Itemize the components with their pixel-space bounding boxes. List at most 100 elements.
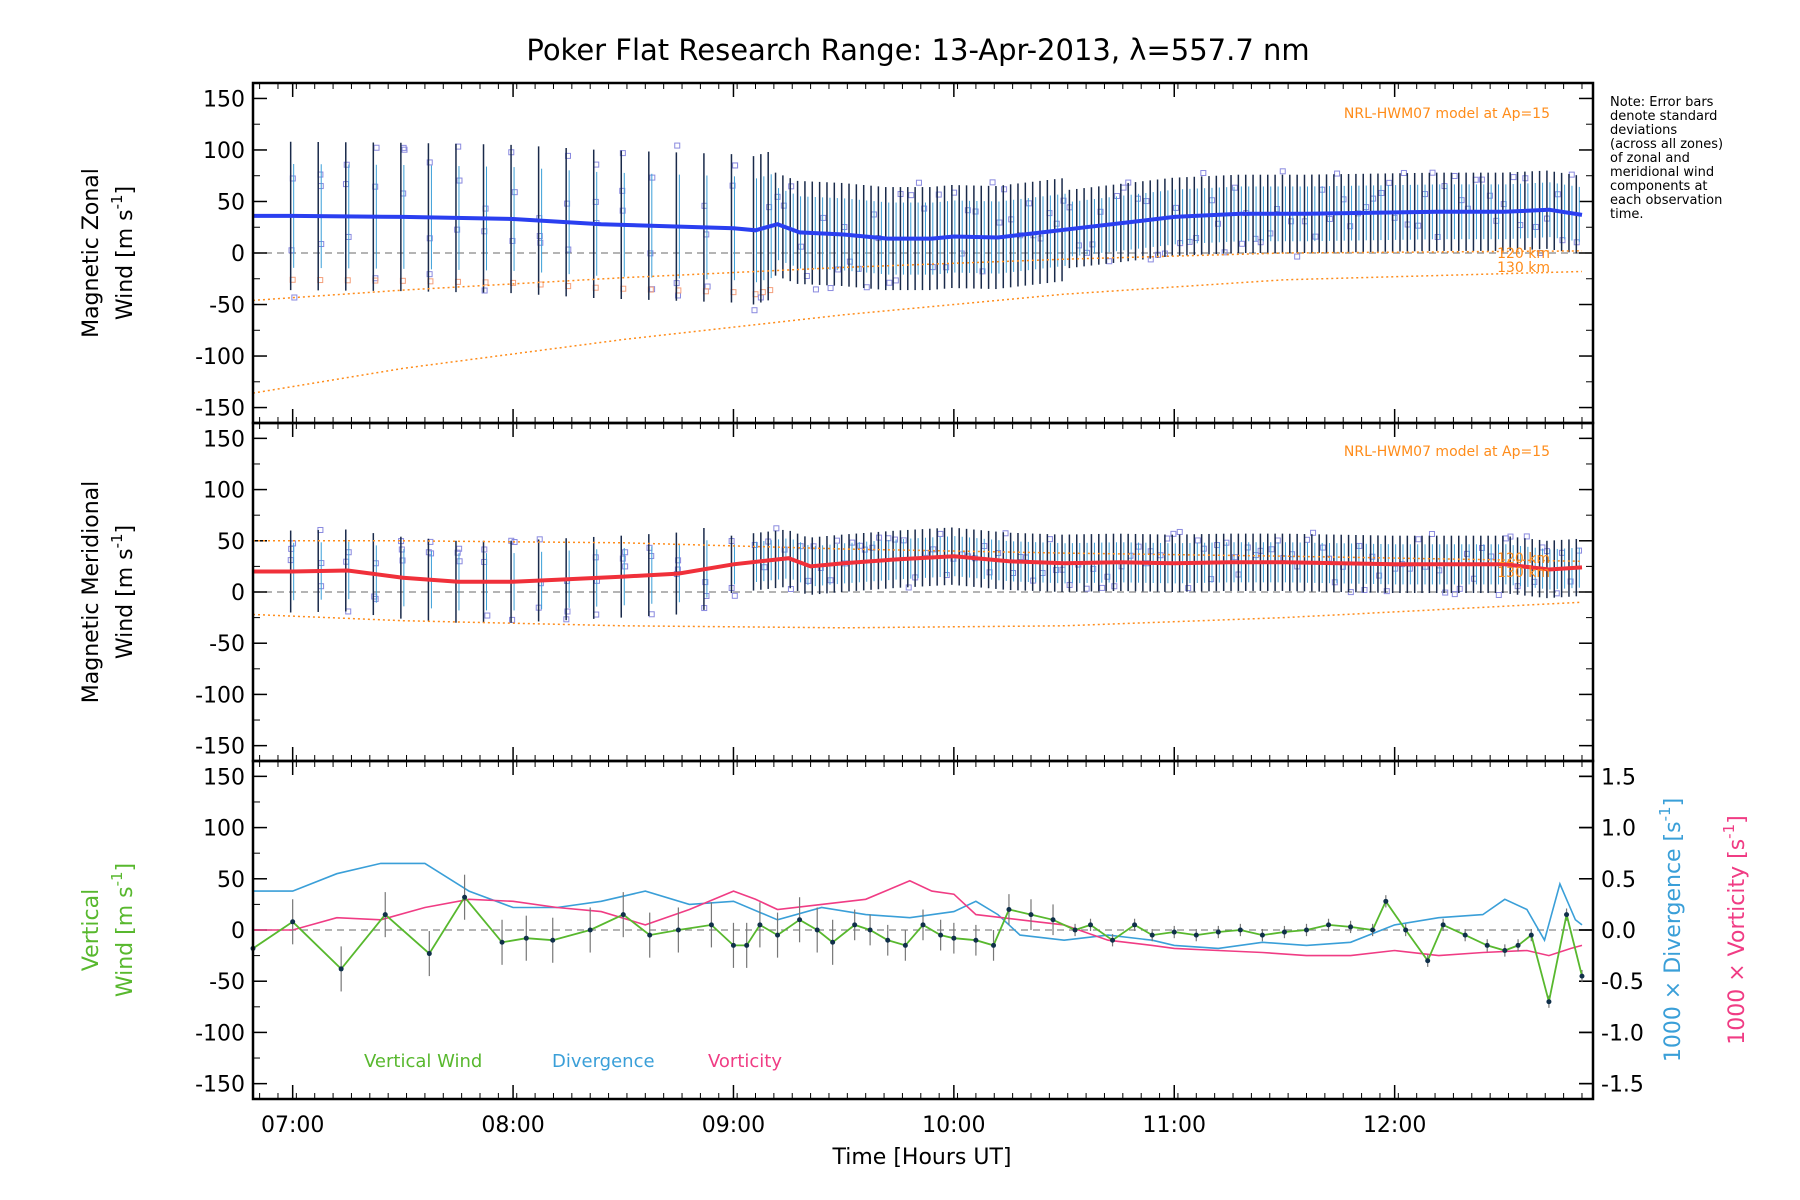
vertical-wind-point: [550, 937, 556, 943]
y-label-units: [m s: [113, 209, 138, 257]
zone-point: [1428, 530, 1435, 537]
y-label-word: Wind: [113, 265, 138, 320]
y-axis-title: Magnetic Zonal Wind [m s-1]: [79, 168, 138, 338]
y-tick-label: 50: [217, 190, 245, 215]
zone-point: [593, 611, 600, 618]
vertical-wind-point: [1028, 912, 1034, 918]
y-tick-label: -100: [195, 1021, 245, 1046]
zone-point: [798, 243, 805, 250]
zone-point: [1415, 536, 1422, 543]
zone-point: [761, 564, 768, 571]
zone-point: [619, 150, 626, 157]
zonal-wind-line: [253, 207, 1583, 241]
x-tick-label: 07:00: [261, 1113, 324, 1138]
y-tick-label: 50: [217, 530, 245, 555]
y-tick-label: 0: [231, 581, 245, 606]
zone-point: [1053, 567, 1060, 574]
zone-point: [986, 569, 993, 576]
vertical-wind-point: [499, 939, 505, 945]
vertical-wind-point: [1110, 937, 1116, 943]
zone-point: [509, 237, 516, 244]
zone-point: [675, 557, 682, 564]
y2-exp: -1: [1720, 824, 1738, 839]
model-level-label: 120 km: [1497, 246, 1550, 262]
zone-point: [1268, 546, 1275, 553]
zone-point: [886, 279, 893, 286]
vertical-wind-point: [775, 932, 781, 938]
zone-point: [619, 187, 626, 194]
zone-point: [511, 539, 518, 546]
zone-point: [426, 235, 433, 242]
note-line: (across all zones): [1610, 137, 1723, 152]
model-level-label: 120 km: [1497, 551, 1550, 567]
zone-point: [937, 530, 944, 537]
zone-point: [905, 584, 912, 591]
y-tick-label: 150: [203, 765, 245, 790]
note-line: Note: Error bars: [1610, 95, 1714, 110]
x-tick-label: 08:00: [481, 1113, 544, 1138]
zone-point: [1456, 585, 1463, 592]
zone-point: [857, 542, 864, 549]
zone-point: [1369, 553, 1376, 560]
y2-label: 1000 × Vorticity: [1725, 866, 1750, 1045]
vertical-wind-point: [620, 912, 626, 918]
vertical-wind-point: [1303, 927, 1309, 933]
zone-point: [1478, 176, 1485, 183]
y2-tick-label: 1.5: [1601, 765, 1636, 790]
zone-point: [1304, 536, 1311, 543]
zone-point: [1026, 200, 1033, 207]
y-tick-label: 150: [203, 427, 245, 452]
vertical-wind-point: [426, 951, 432, 957]
y-axis-title-line2: Wind [m s-1]: [108, 186, 138, 320]
note-line: time.: [1610, 207, 1644, 222]
zone-point: [456, 558, 463, 565]
y-axis-title: Vertical Wind [m s-1]: [79, 863, 138, 997]
y-axis-title-line2: Wind [m s-1]: [108, 863, 138, 997]
zone-point: [1046, 536, 1053, 543]
zone-point: [729, 182, 736, 189]
vertical-wind-point: [523, 935, 529, 941]
vertical-wind-point: [338, 966, 344, 972]
vertical-wind-point: [1502, 947, 1508, 953]
y-axis-title-line2: Wind [m s-1]: [108, 525, 138, 659]
note-line: components at: [1610, 179, 1708, 194]
zone-point: [291, 294, 298, 301]
y-tick-label: 100: [203, 139, 245, 164]
zone-point: [892, 277, 899, 284]
vertical-wind-point: [902, 942, 908, 948]
vertical-wind-point: [1579, 973, 1585, 979]
zone-point: [1001, 186, 1008, 193]
model-curve: [252, 270, 1583, 394]
model-label: NRL-HWM07 model at Ap=15: [1344, 444, 1550, 460]
zone-point: [1415, 222, 1422, 229]
vertical-wind-point: [1515, 942, 1521, 948]
zone-point: [1111, 583, 1118, 590]
vertical-wind-point: [1370, 927, 1376, 933]
y-tick-label: -50: [209, 970, 245, 995]
zone-point: [1479, 544, 1486, 551]
zone-point: [1442, 589, 1449, 596]
x-tick-label: 09:00: [702, 1113, 765, 1138]
zone-point: [1194, 537, 1201, 544]
vertical-wind-point: [1425, 958, 1431, 964]
panel-meridional: 150 100 50 0 -50 -100 -150 NRL-HWM07 model at …: [79, 421, 1595, 763]
zone-point: [1104, 573, 1111, 580]
model-level-label: 130 km: [1497, 565, 1550, 581]
zone-point: [317, 526, 324, 533]
zone-point: [481, 546, 488, 553]
vertical-wind-point: [1259, 932, 1265, 938]
zone-point: [732, 162, 739, 169]
y-tick-label: -100: [195, 345, 245, 370]
vertical-wind-point: [1462, 932, 1468, 938]
svg-text:1000 × Vorticity [s-1]: 1000 × Vorticity [s-1]: [1720, 815, 1750, 1044]
vertical-wind-line: [252, 895, 1583, 1002]
y-label-units: [m s: [113, 886, 138, 934]
y2-tick-label: -1.5: [1601, 1073, 1644, 1098]
zone-point: [908, 192, 915, 199]
zone-point: [1294, 253, 1301, 260]
zone-point: [1310, 529, 1317, 536]
vertical-wind-point: [1281, 929, 1287, 935]
vertical-wind-point: [938, 932, 944, 938]
y-label-close: ]: [113, 186, 138, 195]
zone-point: [1279, 168, 1286, 175]
